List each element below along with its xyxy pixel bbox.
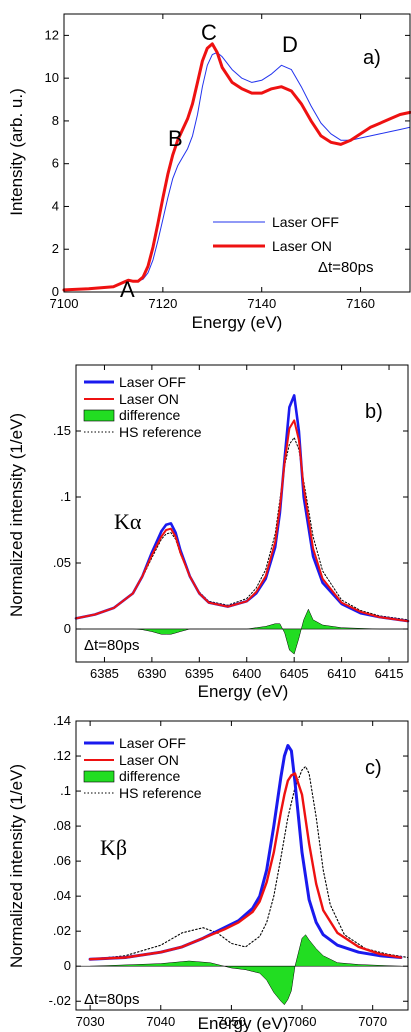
y-tick-label: .05 <box>53 555 71 570</box>
panel-c-y-tick-labels: -.02 0 .02 .04 .06 .08 .1 .12 .14 <box>49 713 71 1008</box>
legend-b-difference-label: difference <box>119 407 180 423</box>
legend-c-laser-on-label: Laser ON <box>119 752 179 768</box>
x-tick-label: 6405 <box>280 666 309 681</box>
y-tick-label: .15 <box>53 423 71 438</box>
laser-on-line <box>62 42 411 292</box>
panel-a-y-axis-title: Intensity (arb. u.) <box>7 88 26 216</box>
legend-c-difference-label: difference <box>119 768 180 784</box>
x-tick-label: 7100 <box>50 296 79 311</box>
x-tick-label: 7160 <box>346 296 375 311</box>
x-tick-label: 6385 <box>90 666 119 681</box>
y-tick-label: 10 <box>45 70 59 85</box>
x-tick-label: 7070 <box>358 1014 387 1029</box>
x-tick-label: 7040 <box>146 1014 175 1029</box>
legend-a-laser-off-label: Laser OFF <box>272 214 339 230</box>
panel-b-y-axis-title: Normalized intensity (1/eV) <box>7 413 26 617</box>
panel-c-x-tick-labels: 7030 7040 7050 7060 7070 <box>76 1014 387 1029</box>
y-tick-label: .06 <box>53 853 71 868</box>
legend-b-laser-off-label: Laser OFF <box>119 374 186 390</box>
peak-label-b: B <box>168 126 183 151</box>
x-tick-label: 7030 <box>76 1014 105 1029</box>
panel-a-ticks <box>63 14 410 293</box>
panel-b-axes-box <box>75 364 409 663</box>
panel-b-k-alpha-label: Kα <box>114 509 142 534</box>
x-tick-label: 7050 <box>217 1014 246 1029</box>
peak-label-a: A <box>120 277 135 302</box>
panel-b-series <box>74 394 410 655</box>
peak-label-d: D <box>282 32 298 57</box>
panel-a-y-tick-labels: 0 2 4 6 8 10 12 <box>45 27 59 299</box>
x-tick-label: 6390 <box>137 666 166 681</box>
y-tick-label: .12 <box>53 748 71 763</box>
laser-on-line <box>88 772 403 961</box>
panel-b-x-axis-title: Energy (eV) <box>198 682 289 701</box>
panel-b-x-tick-labels: 6385 6390 6395 6400 6405 6410 6415 <box>90 666 403 681</box>
y-tick-label: -.02 <box>49 993 71 1008</box>
legend-c-hs-reference-label: HS reference <box>119 785 202 801</box>
y-tick-label: 2 <box>52 241 59 256</box>
y-tick-label: 6 <box>52 156 59 171</box>
hs-reference-line <box>89 765 409 960</box>
x-tick-label: 6395 <box>185 666 214 681</box>
legend-b-hs-reference-label: HS reference <box>119 424 202 440</box>
panel-c-x-axis-title: Energy (eV) <box>198 1014 289 1032</box>
y-tick-label: .14 <box>53 713 71 728</box>
x-tick-label: 6400 <box>232 666 261 681</box>
panel-c-y-axis-title: Normalized intensity (1/eV) <box>7 764 26 968</box>
hs-reference-line <box>75 437 409 621</box>
panel-c-label: c) <box>365 757 382 779</box>
panel-a-legend: Laser OFF Laser ON <box>213 214 339 254</box>
difference-area <box>90 934 401 1006</box>
panel-a-axes-box <box>63 13 411 293</box>
y-tick-label: .02 <box>53 923 71 938</box>
y-tick-label: 8 <box>52 113 59 128</box>
y-tick-label: 0 <box>64 621 71 636</box>
y-tick-label: .08 <box>53 818 71 833</box>
difference-area <box>76 608 408 655</box>
laser-on-line <box>75 419 409 623</box>
y-tick-label: 12 <box>45 27 59 42</box>
panel-c-series <box>76 744 409 1006</box>
panel-b-delay-label: Δt=80ps <box>84 637 139 654</box>
y-tick-label: .1 <box>60 489 71 504</box>
y-tick-label: .1 <box>60 783 71 798</box>
panel-c-k-beta-label: Kβ <box>100 835 127 860</box>
panel-c-legend: Laser OFF Laser ON difference HS referen… <box>83 735 202 801</box>
x-tick-label: 6410 <box>327 666 356 681</box>
x-tick-label: 7140 <box>247 296 276 311</box>
panel-b-chart: 6385 6390 6395 6400 6405 6410 6415 0 .05 .1 .15 K… <box>7 364 410 701</box>
legend-b-difference-swatch <box>83 409 115 422</box>
panel-c-chart: 7030 7040 7050 7060 7070 -.02 0 .02 .04 .06 .08 .1… <box>7 713 409 1032</box>
legend-a-laser-on-label: Laser ON <box>272 238 332 254</box>
panel-c-axes-box <box>75 720 409 1011</box>
panel-a-delay-label: Δt=80ps <box>318 259 373 276</box>
panel-b-legend: Laser OFF Laser ON difference HS referen… <box>83 374 202 440</box>
peak-label-c: C <box>201 20 217 45</box>
panel-a-chart: 7100 7120 7140 7160 0 2 4 6 8 10 12 A B C D a) Δt… <box>7 13 411 332</box>
x-tick-label: 6415 <box>375 666 404 681</box>
y-tick-label: .04 <box>53 888 71 903</box>
panel-c-delay-label: Δt=80ps <box>84 991 139 1008</box>
panel-b-label: b) <box>365 401 383 423</box>
legend-b-laser-on-label: Laser ON <box>119 391 179 407</box>
panel-a-x-axis-title: Energy (eV) <box>192 313 283 332</box>
panel-a-label: a) <box>363 47 381 69</box>
y-tick-label: 0 <box>64 958 71 973</box>
x-tick-label: 7120 <box>148 296 177 311</box>
x-tick-label: 7060 <box>288 1014 317 1029</box>
panel-a-x-tick-labels: 7100 7120 7140 7160 <box>50 296 375 311</box>
panel-b-y-tick-labels: 0 .05 .1 .15 <box>53 423 71 636</box>
y-tick-label: 4 <box>52 198 59 213</box>
y-tick-label: 0 <box>52 284 59 299</box>
panel-a-series <box>62 42 411 292</box>
laser-off-line <box>63 52 411 291</box>
legend-c-laser-off-label: Laser OFF <box>119 735 186 751</box>
legend-c-difference-swatch <box>83 770 115 783</box>
